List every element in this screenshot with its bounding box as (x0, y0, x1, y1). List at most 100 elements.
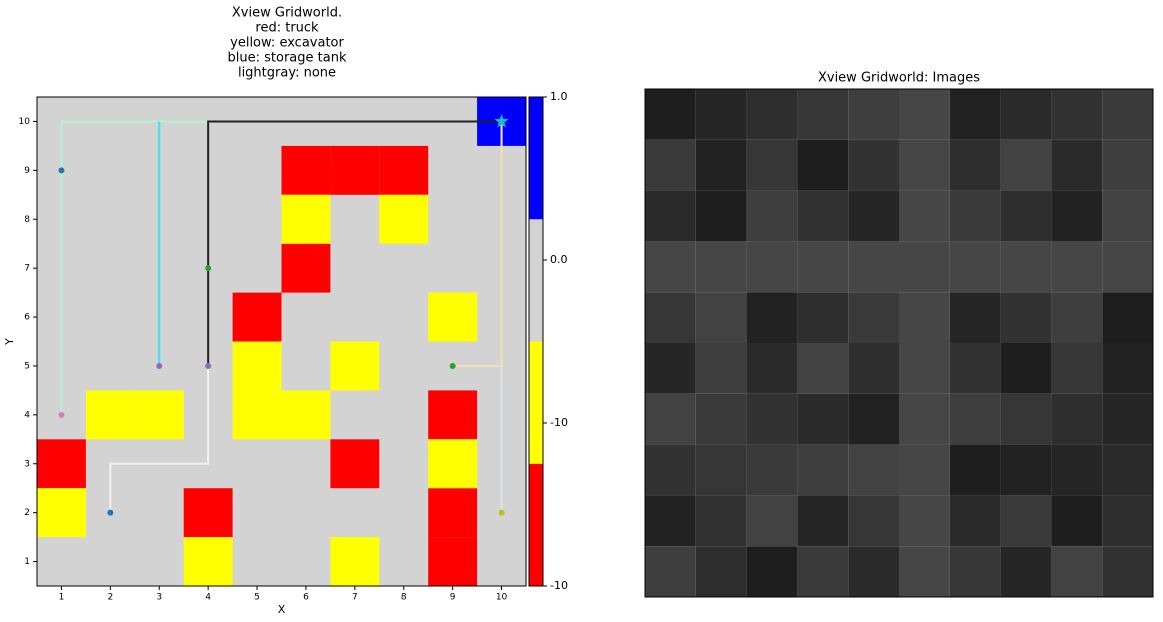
image-tile (1000, 292, 1052, 343)
image-tile (1000, 343, 1052, 394)
colorbar-tick-label: 1.0 (550, 90, 568, 103)
image-tile (1051, 444, 1103, 496)
image-tile (797, 241, 849, 293)
image-tile (848, 495, 899, 547)
image-tile (899, 495, 950, 547)
cell (428, 488, 478, 538)
image-tile (645, 343, 696, 394)
image-tile (848, 241, 899, 293)
image-tile (949, 292, 1001, 343)
image-tile (645, 444, 696, 496)
image-tile (1000, 495, 1052, 547)
image-tile (1102, 190, 1153, 242)
image-tile (695, 444, 747, 496)
image-tile (645, 89, 696, 140)
y-tick-label: 9 (24, 166, 30, 176)
image-tile (695, 343, 747, 394)
image-tile (899, 546, 950, 597)
y-axis-label: Y (3, 338, 16, 346)
colorbar-segment (529, 97, 543, 220)
image-tile (899, 139, 950, 191)
image-tile (1102, 89, 1153, 140)
image-tile (949, 393, 1001, 445)
image-tile (695, 89, 747, 140)
cell (428, 390, 478, 440)
image-tile (949, 89, 1001, 140)
point (107, 509, 114, 516)
image-tile (1051, 546, 1103, 597)
image-tile (645, 546, 696, 597)
image-tile (695, 292, 747, 343)
y-tick-label: 4 (24, 410, 30, 420)
cell (379, 145, 429, 195)
image-tile (1102, 444, 1153, 496)
image-tile (949, 546, 1001, 597)
chart-title: lightgray: none (238, 66, 336, 81)
image-tile (797, 190, 849, 242)
image-tile (1102, 393, 1153, 445)
image-tile (848, 190, 899, 242)
image-tile (1000, 190, 1052, 242)
image-tile (1102, 495, 1153, 547)
image-tile (848, 292, 899, 343)
x-tick-label: 5 (254, 593, 260, 603)
image-tile (899, 241, 950, 293)
x-tick-label: 2 (107, 593, 113, 603)
chart-title: red: truck (255, 21, 319, 36)
image-tile (1000, 139, 1052, 191)
colorbar-tick-label: 0.0 (550, 253, 568, 266)
image-tile (746, 190, 798, 242)
colorbar-frame (528, 96, 544, 587)
point (58, 167, 65, 174)
image-tile (949, 444, 1001, 496)
path-line (109, 365, 210, 513)
image-tile (797, 89, 849, 140)
point (498, 509, 505, 516)
image-tile (899, 89, 950, 140)
image-tile (1051, 393, 1103, 445)
chart-title: blue: storage tank (228, 51, 347, 66)
image-tile (1000, 393, 1052, 445)
x-tick-label: 8 (401, 593, 407, 603)
image-tile (1051, 241, 1103, 293)
cell (37, 439, 86, 489)
image-tile (746, 495, 798, 547)
image-tile (899, 343, 950, 394)
cell (281, 390, 331, 440)
cell (281, 243, 331, 293)
image-tile (746, 89, 798, 140)
path-line (207, 120, 502, 366)
x-tick-label: 9 (450, 593, 456, 603)
y-tick-label: 1 (24, 557, 30, 567)
colorbar-segment (529, 219, 543, 342)
cell (85, 390, 135, 440)
image-tile (746, 393, 798, 445)
path-line (452, 121, 503, 367)
cell (281, 145, 331, 195)
cell (379, 194, 429, 244)
image-tile (746, 292, 798, 343)
cell (183, 537, 233, 586)
image-tile (1000, 241, 1052, 293)
image-tile (899, 190, 950, 242)
image-tile (1051, 343, 1103, 394)
image-tile (1102, 139, 1153, 191)
point (449, 362, 456, 369)
image-tile (899, 292, 950, 343)
point (58, 411, 65, 418)
y-tick-label: 2 (24, 508, 30, 518)
image-tile (645, 241, 696, 293)
image-tile (949, 139, 1001, 191)
x-tick-label: 4 (205, 593, 211, 603)
image-tile (695, 241, 747, 293)
cell (428, 292, 478, 342)
cell (330, 145, 380, 195)
cell (232, 390, 282, 440)
image-tile (949, 495, 1001, 547)
colorbar-tick-label: -10 (550, 579, 568, 592)
image-tile (746, 343, 798, 394)
colorbar-segment (529, 341, 543, 464)
cell (281, 194, 331, 244)
